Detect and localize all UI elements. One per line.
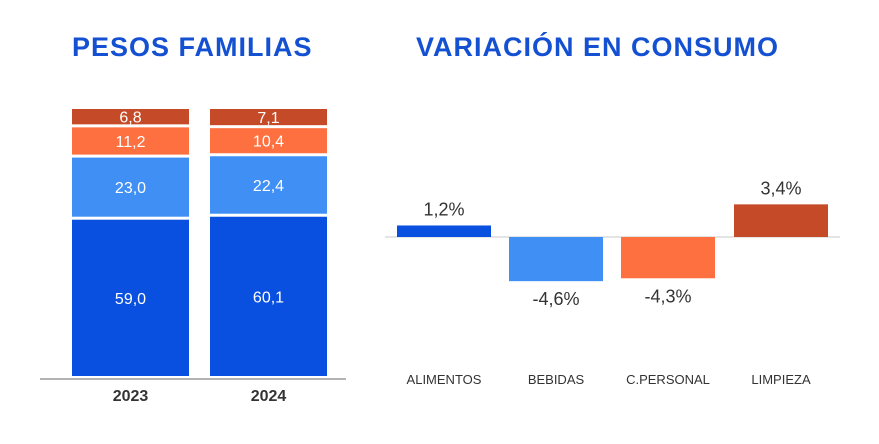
stacked-segment-label: 60,1 <box>253 289 284 306</box>
variation-bar-bebidas <box>509 237 603 282</box>
variation-bar-alimentos <box>397 225 491 237</box>
stacked-segment-label: 10,4 <box>253 134 284 151</box>
variation-value-label: -4,3% <box>644 286 691 306</box>
category-label-2023: 2023 <box>113 388 149 405</box>
stacked-segment-label: 11,2 <box>116 134 146 151</box>
stacked-segment-2024-2 <box>210 128 327 154</box>
variation-category-label: C.PERSONAL <box>626 372 710 387</box>
stacked-segment-label: 6,8 <box>119 110 141 127</box>
stacked-segment-2024-1 <box>210 156 327 214</box>
variation-value-label: -4,6% <box>532 289 579 309</box>
chart-title-variacion-consumo: VARIACIÓN EN CONSUMO <box>416 32 780 62</box>
chart-title-pesos-familias: PESOS FAMILIAS <box>72 32 313 62</box>
variation-value-label: 3,4% <box>760 178 801 198</box>
stacked-segment-label: 22,4 <box>253 178 284 195</box>
variation-bar-cpersonal <box>621 237 715 279</box>
stacked-segment-2023-3 <box>72 109 189 125</box>
stacked-segment-2023-2 <box>72 127 189 155</box>
variation-value-label: 1,2% <box>423 199 464 219</box>
stacked-segment-label: 23,0 <box>115 180 146 197</box>
variation-category-label: BEBIDAS <box>528 372 585 387</box>
category-label-2024: 2024 <box>251 388 287 405</box>
stacked-segment-2024-3 <box>210 109 327 126</box>
variation-category-label: LIMPIEZA <box>751 372 811 387</box>
variation-category-label: ALIMENTOS <box>407 372 482 387</box>
stacked-segment-2023-1 <box>72 157 189 217</box>
stacked-segment-2024-0 <box>210 216 327 376</box>
stacked-segment-2023-0 <box>72 219 189 376</box>
variation-bar-limpieza <box>734 204 828 237</box>
stacked-segment-label: 59,0 <box>115 291 146 308</box>
stacked-segment-label: 7,1 <box>257 110 279 127</box>
